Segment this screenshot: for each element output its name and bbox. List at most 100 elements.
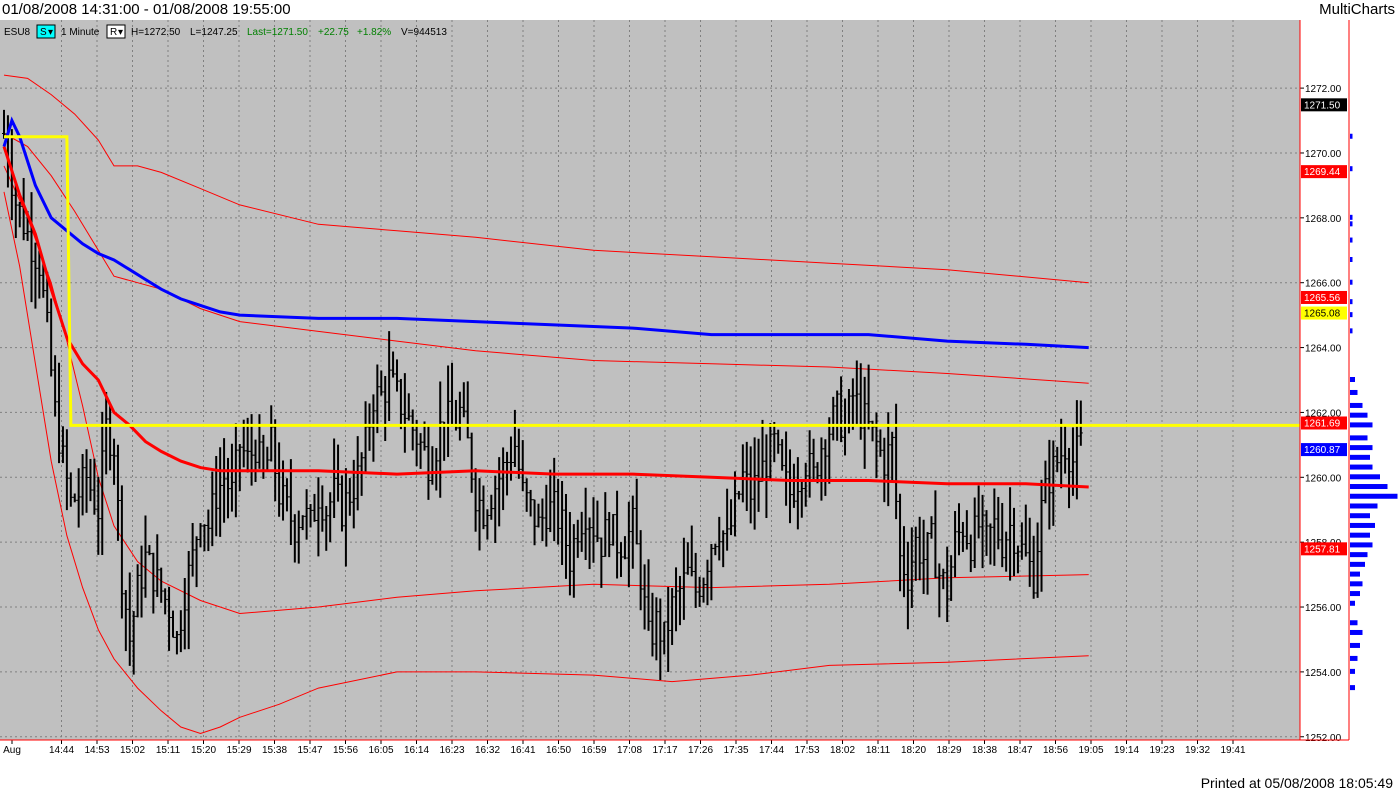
price-bar — [198, 523, 203, 548]
price-marker: 1269.44 — [1301, 165, 1347, 179]
volume-profile-bar — [1350, 389, 1358, 395]
price-bar — [642, 564, 647, 630]
price-marker-box — [1301, 290, 1347, 304]
time-tick-label: 19:05 — [1078, 745, 1103, 756]
price-bar — [167, 586, 172, 651]
volume-profile-bar — [1350, 474, 1380, 480]
price-bar — [76, 468, 81, 528]
price-bar — [1000, 503, 1005, 568]
time-tick-label: 19:32 — [1185, 745, 1210, 756]
price-bar — [277, 442, 282, 517]
volume-profile-bar — [1350, 214, 1353, 220]
price-bar — [237, 444, 242, 492]
price-bar — [937, 563, 942, 618]
price-bar — [858, 363, 863, 440]
price-bar — [725, 488, 730, 551]
price-marker-text: 1269.44 — [1304, 167, 1341, 178]
price-marker-text: 1261.69 — [1304, 418, 1341, 429]
price-tick-label: 1256.00 — [1305, 603, 1342, 614]
price-bar — [402, 373, 407, 453]
price-bar — [1063, 424, 1068, 474]
interval-label: 1 Minute — [61, 27, 100, 38]
price-bar — [752, 437, 757, 530]
plot-background[interactable] — [0, 20, 1300, 740]
price-bar — [748, 446, 753, 524]
price-bar — [135, 564, 140, 618]
price-bar — [953, 510, 958, 578]
price-bar — [457, 391, 462, 441]
price-bar — [575, 519, 580, 558]
price-bar — [964, 510, 969, 550]
price-bar — [866, 364, 871, 430]
price-bar — [147, 545, 152, 556]
price-bar — [1015, 545, 1020, 574]
chart-area[interactable]: 1272.00 1270.00 1268.00 1266.00 1264.00 1262.… — [0, 20, 1399, 773]
price-bar — [324, 505, 329, 551]
price-marker-text: 1265.56 — [1304, 293, 1341, 304]
time-tick-label: 15:29 — [226, 745, 251, 756]
price-bar — [288, 459, 293, 546]
price-bar — [685, 542, 690, 575]
price-marker-labels: 1271.50 1269.44 1265.56 1265.08 1261.69 1260.… — [1301, 98, 1347, 556]
price-bar — [886, 412, 891, 507]
price-bar — [497, 457, 502, 527]
price-bar — [579, 511, 584, 552]
time-tick-label: 17:08 — [617, 745, 642, 756]
price-bar — [658, 598, 663, 680]
price-bar — [583, 487, 588, 561]
volume-profile-bar — [1350, 542, 1373, 548]
price-bar — [159, 567, 164, 603]
price-tick-label: 1266.00 — [1305, 279, 1342, 290]
deviation-band-line — [3, 191, 1089, 735]
time-tick-label: 14:44 — [49, 745, 74, 756]
price-bar — [619, 542, 624, 577]
price-bar — [898, 493, 903, 592]
price-tick-label: 1264.00 — [1305, 344, 1342, 355]
price-bar — [80, 453, 85, 516]
price-tick-label: 1272.00 — [1305, 84, 1342, 95]
price-bar — [697, 576, 702, 607]
price-bar — [304, 489, 309, 540]
price-bar — [839, 376, 844, 443]
volume-profile-bar — [1350, 328, 1353, 334]
time-tick-label: 18:20 — [901, 745, 926, 756]
price-bar — [273, 419, 278, 502]
price-bar — [253, 439, 258, 482]
price-bar — [524, 478, 529, 512]
price-bar — [210, 471, 215, 547]
price-bar — [634, 478, 639, 545]
price-bar — [163, 588, 168, 615]
price-bar — [112, 438, 117, 485]
price-bar — [528, 489, 533, 517]
price-bar — [493, 475, 498, 544]
price-bar — [701, 577, 706, 603]
price-bar — [1043, 460, 1048, 504]
price-bar — [622, 536, 627, 560]
price-bar — [33, 242, 38, 309]
blue-average-line — [2, 116, 1089, 350]
time-tick-label: 18:11 — [866, 745, 891, 756]
volume-profile-bar — [1350, 484, 1388, 490]
price-marker: 1261.69 — [1301, 416, 1347, 430]
price-bar — [1051, 440, 1056, 526]
time-tick-label: Aug — [3, 745, 21, 756]
r-button[interactable] — [106, 24, 126, 39]
price-bar — [560, 481, 565, 565]
price-bar — [567, 511, 572, 596]
volume-value: V=944513 — [401, 27, 447, 38]
price-tick-label: 1252.00 — [1305, 733, 1342, 744]
s-button[interactable] — [36, 24, 56, 39]
s-button-arrow: ▾ — [48, 27, 53, 38]
symbol-label: ESU8 — [4, 27, 31, 38]
price-bar — [155, 534, 160, 598]
price-bar — [894, 403, 899, 520]
price-bar — [992, 488, 997, 566]
time-tick-label: 16:41 — [510, 745, 535, 756]
s-button-label: S — [40, 27, 47, 38]
price-bar — [88, 458, 93, 502]
volume-profile-bar — [1350, 237, 1353, 243]
price-bar — [17, 201, 22, 228]
price-bar — [929, 516, 934, 539]
price-bar — [308, 504, 313, 528]
price-bar — [548, 469, 553, 533]
